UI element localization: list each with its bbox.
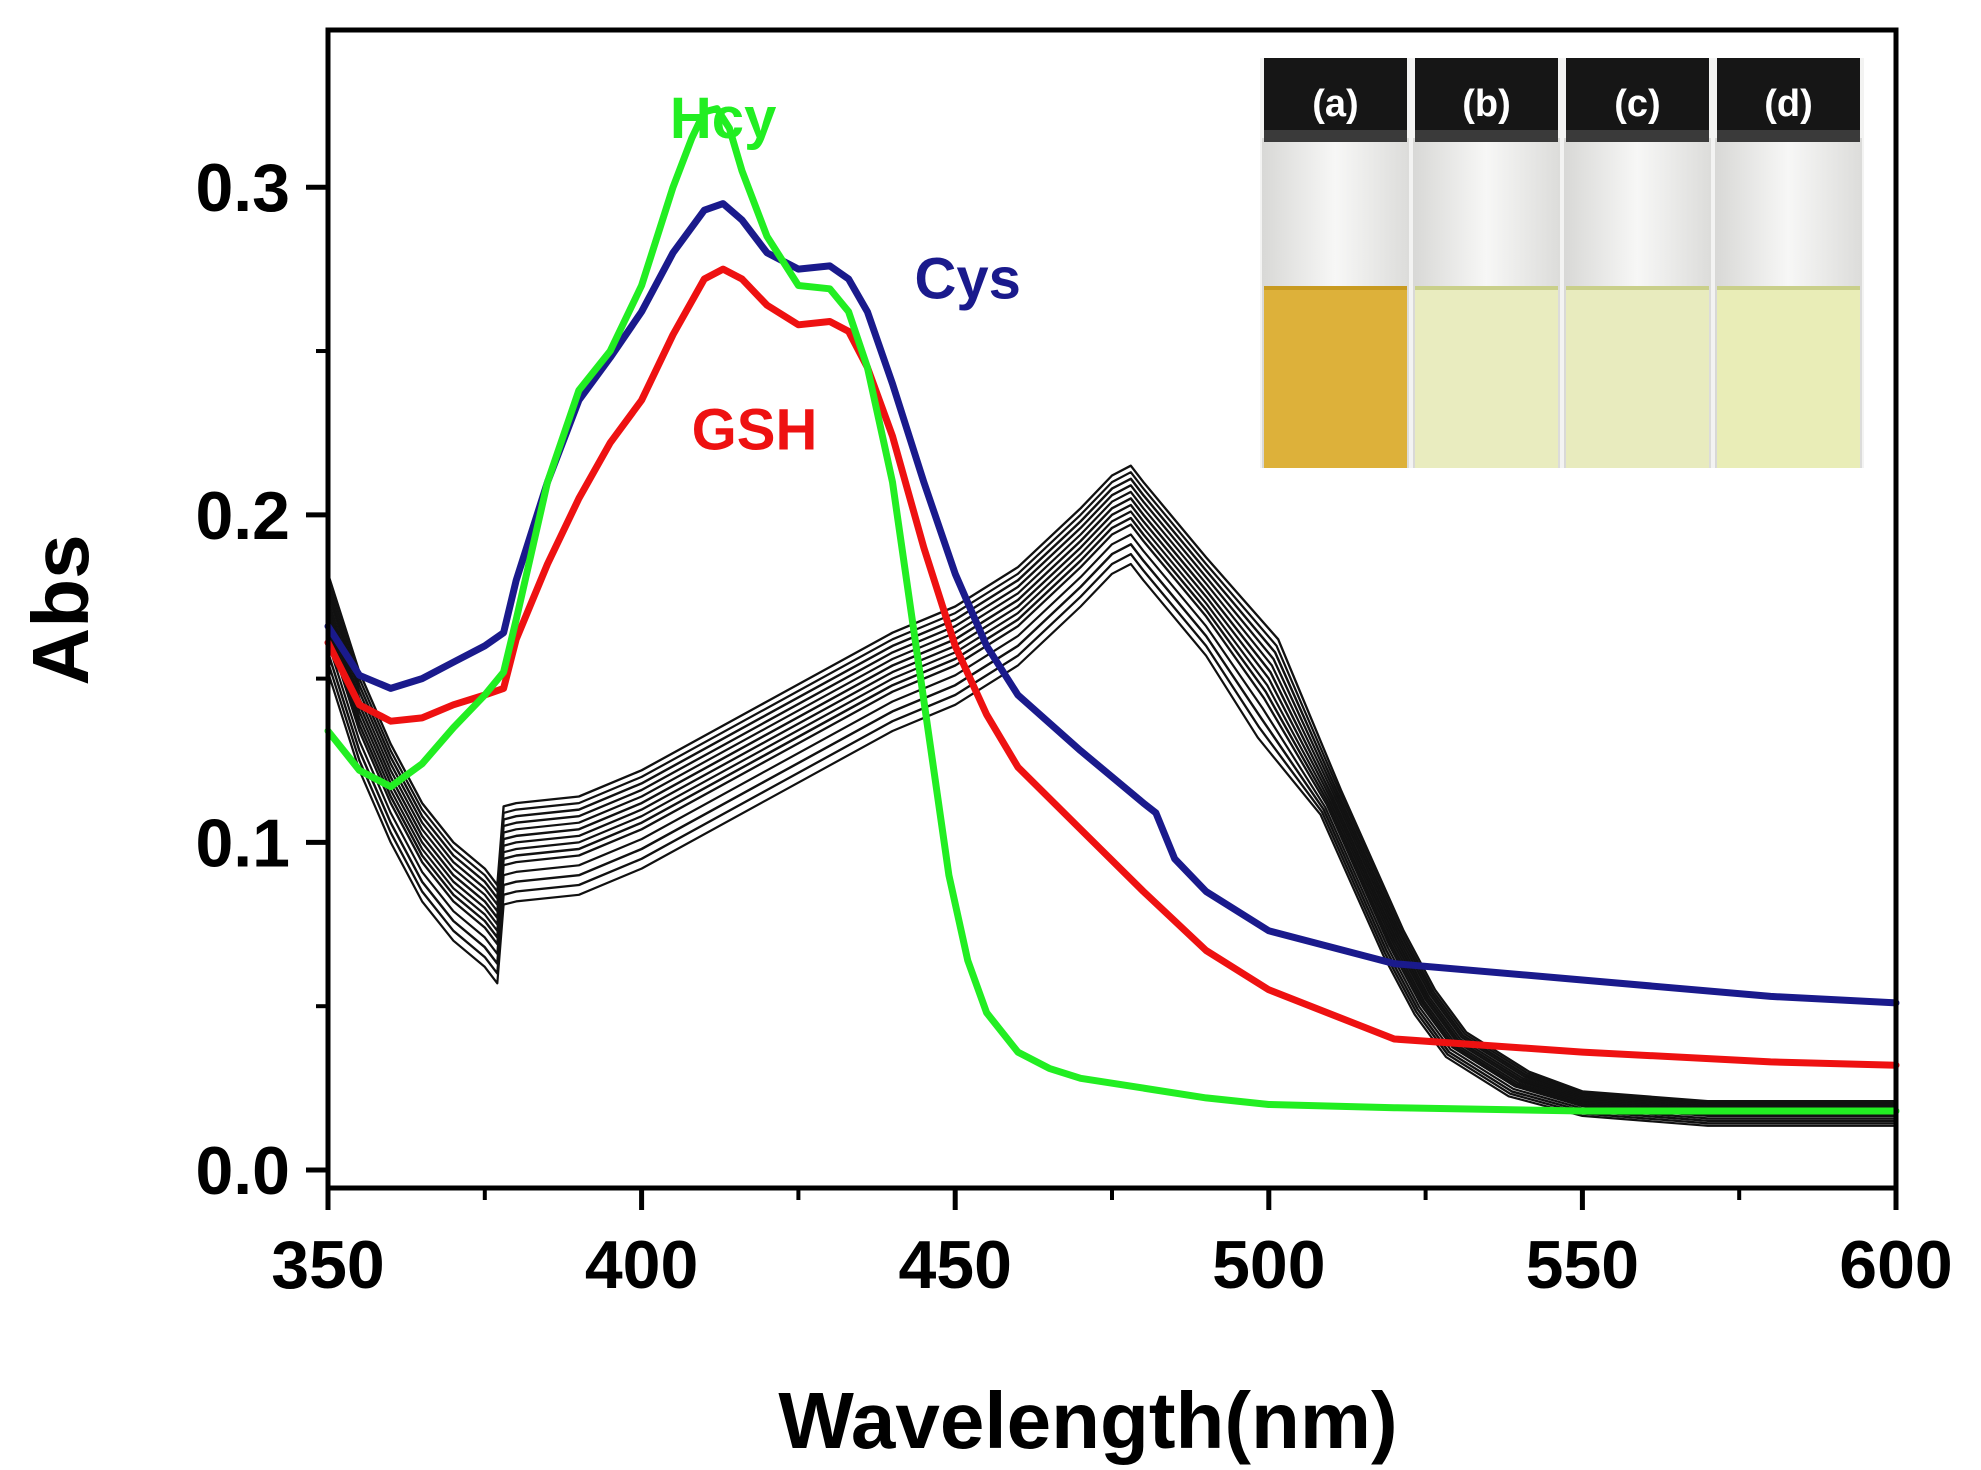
probe-trace-line [326, 523, 1896, 1118]
y-tick-label: 0.2 [195, 478, 290, 554]
x-tick-label: 450 [898, 1227, 1011, 1303]
vial-cap-rim [1717, 130, 1860, 142]
vial-label: (c) [1614, 83, 1660, 125]
vial-cap-rim [1415, 130, 1558, 142]
x-tick-label: 350 [271, 1227, 384, 1303]
y-axis-title: Abs [16, 534, 105, 685]
vial-liquid [1415, 288, 1558, 468]
y-tick-label: 0.3 [195, 150, 290, 226]
probe-trace-line [326, 510, 1896, 1114]
y-tick-label: 0.1 [195, 805, 290, 881]
probe-trace-line [326, 477, 1896, 1106]
vial-cap [1264, 58, 1407, 142]
probe-trace-line [326, 497, 1896, 1111]
probe-trace-line [326, 503, 1896, 1113]
x-tick-label: 550 [1526, 1227, 1639, 1303]
vial-photo-inset: (a) (b) (c) (d) [1260, 58, 1864, 468]
probe-trace-line [326, 562, 1896, 1127]
series-line-gsh [324, 265, 1900, 1069]
series-line-hcy [324, 105, 1900, 1115]
series-layer: Hcy Cys GSH [324, 86, 1900, 1127]
axes-layer: 350 400 450 500 550 600 0.0 0.1 0.2 0.3 [195, 27, 1953, 1303]
probe-trace-line [326, 490, 1896, 1109]
probe-trace-line [326, 471, 1896, 1104]
vial-cap-rim [1566, 130, 1709, 142]
probe-trace-line [326, 552, 1896, 1125]
probe-trace-line [326, 484, 1896, 1108]
vial-label: (d) [1764, 83, 1813, 125]
vial-cap [1415, 58, 1558, 142]
probe-trace-line [326, 464, 1896, 1103]
vial-cap-rim [1264, 130, 1407, 142]
vial-liquid [1717, 288, 1860, 468]
vial-liquid [1566, 288, 1709, 468]
x-tick-label: 500 [1212, 1227, 1325, 1303]
series-line-cys [324, 200, 1900, 1007]
y-tick-label: 0.0 [195, 1133, 290, 1209]
vial-liquid [1264, 288, 1407, 468]
series-label-cys: Cys [915, 247, 1021, 312]
probe-trace-line [326, 533, 1896, 1120]
vial-cap [1566, 58, 1709, 142]
vial-label: (a) [1312, 83, 1358, 125]
probe-trace-line [326, 543, 1896, 1123]
probe-trace-line [326, 516, 1896, 1116]
x-tick-label: 600 [1839, 1227, 1952, 1303]
x-tick-label: 400 [585, 1227, 698, 1303]
x-axis-title: Wavelength(nm) [778, 1376, 1397, 1465]
series-label-gsh: GSH [692, 397, 818, 462]
vial-label: (b) [1462, 83, 1511, 125]
vial-cap [1717, 58, 1860, 142]
series-label-hcy: Hcy [670, 86, 776, 151]
